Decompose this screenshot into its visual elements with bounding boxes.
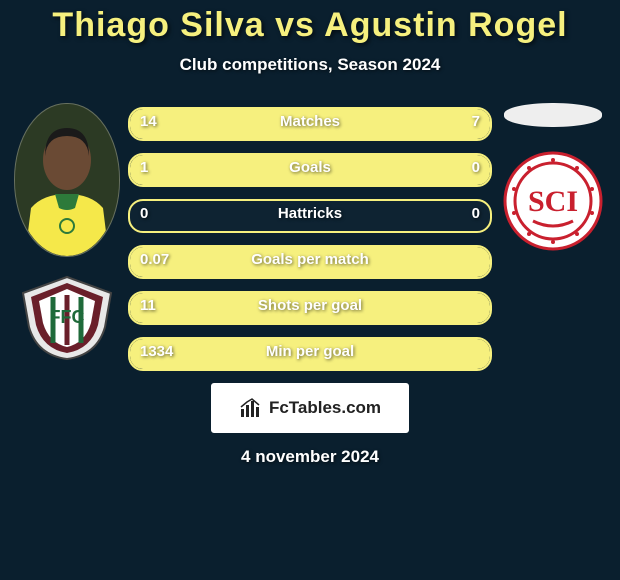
stat-value-left: 14 xyxy=(140,107,157,137)
stat-row: Min per goal1334 xyxy=(128,337,492,367)
fluminense-crest-icon: FFC xyxy=(17,275,117,361)
right-player-column: SCI xyxy=(492,103,614,367)
left-player-column: FFC xyxy=(6,103,128,367)
stat-value-left: 1334 xyxy=(140,337,173,367)
stat-value-left: 0 xyxy=(140,199,148,229)
page-title: Thiago Silva vs Agustin Rogel xyxy=(0,0,620,45)
stat-row: Shots per goal11 xyxy=(128,291,492,321)
stat-label: Shots per goal xyxy=(128,291,492,321)
stat-label: Goals xyxy=(128,153,492,183)
comparison-card: Thiago Silva vs Agustin Rogel Club compe… xyxy=(0,0,620,580)
left-club-badge: FFC xyxy=(17,275,117,361)
stat-label: Min per goal xyxy=(128,337,492,367)
stats-column: Matches147Goals10Hattricks00Goals per ma… xyxy=(128,103,492,367)
stat-row: Matches14 7 xyxy=(128,107,492,137)
svg-text:FFC: FFC xyxy=(50,307,85,327)
stat-label: Hattricks xyxy=(128,199,492,229)
stat-value-right: 0 xyxy=(472,199,480,229)
right-club-badge: SCI xyxy=(503,151,603,251)
stat-label: Matches xyxy=(128,107,492,137)
internacional-crest-icon: SCI xyxy=(503,151,603,251)
left-player-photo xyxy=(14,103,120,257)
chart-icon xyxy=(239,397,261,419)
stat-row: Goals per match0.07 xyxy=(128,245,492,275)
svg-text:SCI: SCI xyxy=(528,185,578,218)
brand-label: FcTables.com xyxy=(269,398,381,418)
player-silhouette-icon xyxy=(15,104,119,256)
stat-label: Goals per match xyxy=(128,245,492,275)
right-player-photo xyxy=(504,103,602,127)
stat-value-right: 7 xyxy=(472,107,480,137)
page-subtitle: Club competitions, Season 2024 xyxy=(0,55,620,75)
stat-row: Goals1 0 xyxy=(128,153,492,183)
stat-value-right: 0 xyxy=(472,153,480,183)
stat-value-left: 1 xyxy=(140,153,148,183)
brand-card[interactable]: FcTables.com xyxy=(211,383,409,433)
content-row: FFC Matches147Goals10Hattricks00Goals pe… xyxy=(0,103,620,367)
stat-value-left: 0.07 xyxy=(140,245,169,275)
date-label: 4 november 2024 xyxy=(0,447,620,467)
stat-row: Hattricks0 0 xyxy=(128,199,492,229)
stat-value-left: 11 xyxy=(140,291,156,321)
